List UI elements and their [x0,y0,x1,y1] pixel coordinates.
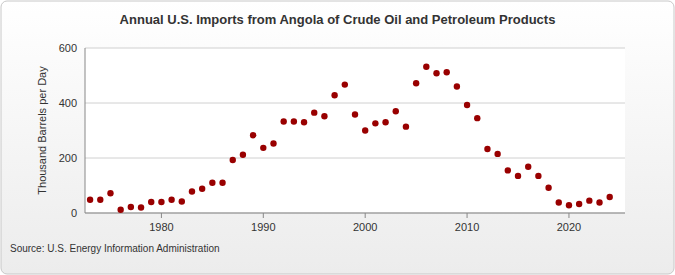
point [525,164,531,170]
point [474,115,480,121]
point [382,119,388,125]
y-axis-label: Thousand Barrels per Day [36,66,48,195]
y-tick-label: 400 [59,97,77,109]
point [596,199,602,205]
point [97,197,103,203]
point [179,198,185,204]
point [301,119,307,125]
point [413,80,419,86]
point [280,118,286,124]
point [250,132,256,138]
point [342,81,348,87]
x-tick [263,213,264,218]
point [484,146,490,152]
y-tick-label: 200 [59,152,77,164]
x-tick-label: 1980 [149,221,173,233]
point [311,109,317,115]
frame [1,1,674,274]
point [556,199,562,205]
point [352,111,358,117]
point [607,194,613,200]
point [515,173,521,179]
point [128,204,134,210]
point [331,92,337,98]
point [209,180,215,186]
x-tick [161,213,162,218]
point [168,197,174,203]
point [403,123,409,129]
point [505,167,511,173]
point [454,83,460,89]
point [535,173,541,179]
x-tick [467,213,468,218]
y-tick-label: 0 [71,207,77,219]
point [219,180,225,186]
point [464,102,470,108]
point [494,151,500,157]
point [158,199,164,205]
grid-line [85,103,625,104]
point [240,152,246,158]
y-tick-label: 600 [59,42,77,54]
plot-area [85,48,625,213]
point [291,118,297,124]
point [230,157,236,163]
x-tick [568,213,569,218]
x-tick-label: 2020 [557,221,581,233]
point [393,108,399,114]
point [566,202,572,208]
point [199,186,205,192]
point [260,145,266,151]
point [148,199,154,205]
grid-line [85,213,625,214]
point [545,185,551,191]
x-tick-label: 2010 [455,221,479,233]
point [270,140,276,146]
point [107,190,113,196]
point [443,69,449,75]
title: Annual U.S. Imports from Angola of Crude… [120,12,556,27]
point [423,63,429,69]
point [189,188,195,194]
source: Source: U.S. Energy Information Administ… [10,243,220,254]
grid-line [85,158,625,159]
chart: Annual U.S. Imports from Angola of Crude… [0,0,675,275]
points [87,63,613,212]
point [362,127,368,133]
point [576,201,582,207]
x-tick [365,213,366,218]
point [372,120,378,126]
point [433,70,439,76]
point [117,207,123,213]
y-axis-line [85,48,86,213]
point [138,204,144,210]
x-axis-line [85,213,625,214]
point [586,197,592,203]
x-tick-label: 2000 [353,221,377,233]
point [321,113,327,119]
point [87,197,93,203]
x-tick-label: 1990 [251,221,275,233]
grid-line [85,48,625,49]
